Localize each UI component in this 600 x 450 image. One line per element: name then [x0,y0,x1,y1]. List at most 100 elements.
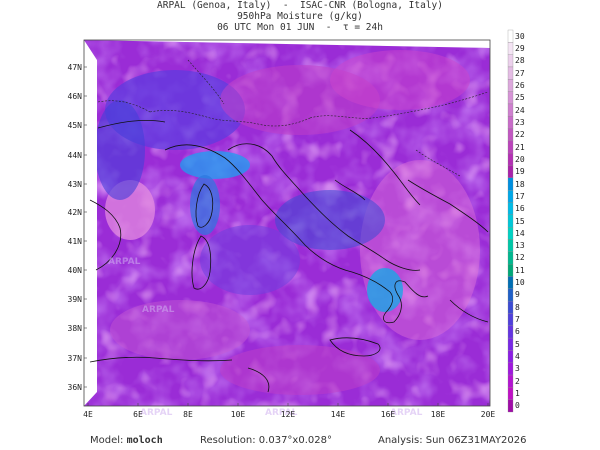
colorbar-label: 17 [515,191,525,201]
header-agencies: ARPAL (Genoa, Italy) - ISAC-CNR (Bologna… [157,0,443,11]
lat-label: 45N [67,121,82,130]
colorbar-label: 22 [515,130,525,140]
model-value: moloch [126,435,163,446]
colorbar-swatch [507,337,514,351]
lon-label: 6E [133,410,143,419]
lon-label: 4E [83,410,93,419]
colorbar-label: 18 [515,179,525,189]
colorbar-label: 10 [515,278,525,288]
moisture-field [84,40,490,406]
colorbar-label: 28 [515,56,525,66]
lon-label: 18E [430,410,446,419]
colorbar-swatch [507,214,514,228]
colorbar-label: 9 [515,290,520,300]
colorbar-swatch [507,374,514,388]
map-frame [83,39,491,407]
colorbar-label: 15 [515,216,525,226]
colorbar-swatch [507,227,514,240]
colorbar-label: 16 [515,204,525,214]
lon-label: 10E [230,410,246,419]
colorbar-swatch [507,190,514,203]
header-field-title: 950hPa Moisture (g/kg) [237,11,363,22]
colorbar-swatch [507,177,514,191]
footer-model: Model: moloch [90,435,163,446]
lat-label: 42N [67,208,82,217]
colorbar-swatch [507,128,514,142]
colorbar-swatch [507,300,514,314]
watermark-logos: ARPAL ARPAL ARPAL ARPAL ARPAL [108,257,423,418]
lat-label: 41N [67,237,82,246]
colorbar-label: 27 [515,68,525,78]
colorbar-swatch [507,288,514,302]
colorbar-label: 26 [515,80,525,90]
lon-label: 20E [480,410,496,419]
colorbar-label: 23 [515,117,525,127]
colorbar-swatch [507,276,514,289]
colorbar-swatch [507,165,514,179]
lat-label: 40N [67,266,82,275]
lat-label: 37N [67,354,82,363]
colorbar [507,29,514,413]
colorbar-label: 7 [515,315,520,325]
colorbar-swatch [507,66,514,80]
lat-label: 43N [67,180,82,189]
colorbar-swatch [507,313,514,326]
colorbar-label: 25 [515,93,525,103]
lon-label: 16E [380,410,396,419]
colorbar-label: 12 [515,253,525,263]
colorbar-label: 0 [515,401,520,411]
colorbar-label: 6 [515,327,520,337]
colorbar-swatch [507,387,514,400]
lat-label: 36N [67,383,82,392]
svg-text:ARPAL: ARPAL [265,408,298,418]
footer-analysis: Analysis: Sun 06Z31MAY2026 [378,435,527,446]
model-label: Model: [90,435,124,446]
colorbar-swatch [507,116,514,129]
colorbar-label: 1 [515,389,520,399]
lat-label: 38N [67,324,82,333]
colorbar-label: 8 [515,302,520,312]
svg-text:ARPAL: ARPAL [108,257,141,267]
svg-text:ARPAL: ARPAL [390,408,423,418]
colorbar-swatch [507,399,514,413]
colorbar-swatch [507,263,514,277]
header-valid-time: 06 UTC Mon 01 JUN - τ = 24h [217,22,383,33]
colorbar-swatch [507,29,514,43]
borders [97,59,489,177]
colorbar-label: 21 [515,142,525,152]
colorbar-swatch [507,140,514,154]
colorbar-swatch [507,251,514,265]
colorbar-swatch [507,153,514,166]
colorbar-swatch [507,42,514,55]
colorbar-label: 5 [515,339,520,349]
colorbar-label: 24 [515,105,525,115]
colorbar-swatch [507,79,514,92]
lat-label: 39N [67,295,82,304]
colorbar-swatch [507,325,514,339]
colorbar-swatch [507,239,514,252]
svg-text:ARPAL: ARPAL [140,408,173,418]
lon-label: 14E [330,410,346,419]
colorbar-swatch [507,91,514,105]
coastlines [89,120,489,393]
colorbar-label: 19 [515,167,525,177]
colorbar-label: 2 [515,376,520,386]
colorbar-label: 29 [515,43,525,53]
colorbar-swatch [507,362,514,376]
colorbar-label: 30 [515,31,525,41]
colorbar-label: 3 [515,364,520,374]
footer-resolution: Resolution: 0.037°x0.028° [200,435,332,446]
svg-text:ARPAL: ARPAL [142,305,175,315]
lon-label: 12E [280,410,296,419]
lat-label: 44N [67,151,82,160]
colorbar-swatch [507,103,514,117]
colorbar-label: 4 [515,352,520,362]
colorbar-swatch [507,202,514,215]
colorbar-label: 20 [515,154,525,164]
lat-label: 46N [67,92,82,101]
colorbar-label: 11 [515,265,525,275]
colorbar-label: 14 [515,228,525,238]
colorbar-swatch [507,350,514,363]
colorbar-label: 13 [515,241,525,251]
colorbar-swatch [507,54,514,68]
